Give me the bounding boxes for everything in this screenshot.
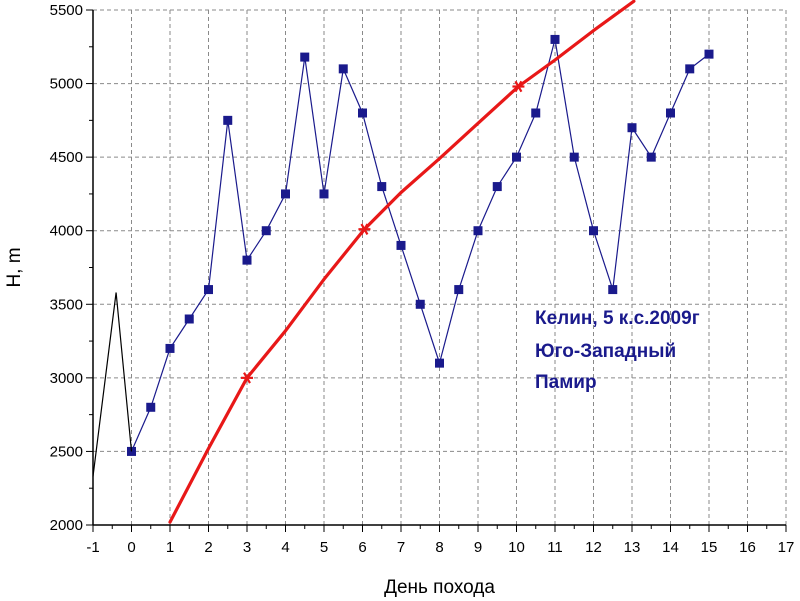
acclimatization-star-marker — [512, 80, 525, 93]
y-tick-label: 5000 — [50, 76, 83, 93]
y-tick-label: 4500 — [50, 149, 83, 166]
star-stroke — [243, 372, 251, 384]
annotation-line-2: Юго-Западный — [535, 341, 676, 362]
grid — [93, 9, 787, 525]
annotation: Келин, 5 к.с.2009г Юго-Западный Памир — [535, 308, 700, 393]
x-tick-label: 4 — [281, 539, 289, 556]
acclimatization-star-marker — [358, 223, 371, 235]
x-tick-label: 10 — [508, 539, 525, 556]
annotation-line-3: Памир — [535, 372, 597, 393]
x-tick-label: 3 — [243, 539, 251, 556]
ticks: -1 0 1 2 3 4 5 6 7 8 9 10 11 12 13 14 15 16 17200025003000… — [50, 2, 795, 556]
star-stroke — [360, 223, 369, 235]
star-stroke — [514, 80, 523, 93]
route-point — [146, 402, 156, 412]
route-point — [338, 64, 348, 74]
approach-line — [92, 292, 133, 477]
y-tick-label: 5500 — [50, 2, 83, 19]
x-tick-label: 12 — [585, 539, 602, 556]
route-point — [223, 115, 233, 125]
route-point — [492, 182, 502, 192]
x-tick-label: 7 — [397, 539, 405, 556]
route-point — [261, 226, 271, 236]
route-point — [435, 358, 444, 368]
route-point — [184, 314, 194, 324]
route-point — [512, 152, 521, 162]
acclimatization-curve — [168, 0, 636, 524]
route-point — [242, 255, 252, 265]
x-tick-label: 1 — [166, 539, 174, 556]
route-point — [127, 446, 136, 456]
route-point — [281, 189, 290, 199]
x-axis-title: День похода — [384, 577, 495, 598]
x-tick-label: 11 — [547, 539, 563, 556]
route-point — [377, 182, 387, 192]
x-tick-label: 2 — [204, 539, 212, 556]
route-point — [531, 108, 541, 118]
route-point — [300, 52, 310, 62]
x-tick-label: 13 — [624, 539, 641, 556]
x-tick-label: 14 — [662, 539, 679, 556]
y-axis-title: H, m — [4, 247, 25, 287]
route-point — [165, 343, 175, 353]
x-tick-label: 17 — [778, 539, 795, 556]
y-tick-label: 3500 — [50, 296, 83, 313]
route-point — [319, 189, 329, 199]
x-tick-label: 9 — [474, 539, 482, 556]
series — [92, 0, 714, 524]
route-point — [666, 108, 675, 118]
route-point — [204, 285, 213, 295]
route-point — [589, 226, 598, 236]
y-tick-label: 4000 — [50, 223, 83, 240]
route-line — [130, 39, 710, 452]
y-tick-label: 3000 — [50, 370, 83, 387]
route-point — [473, 226, 483, 236]
route-point — [550, 34, 560, 44]
y-tick-label: 2000 — [50, 517, 83, 534]
route-point — [627, 123, 637, 133]
route-point — [358, 108, 367, 118]
x-tick-label: -1 — [86, 539, 99, 556]
route-point — [608, 285, 618, 295]
x-tick-label: 5 — [320, 539, 328, 556]
route-point — [415, 299, 425, 309]
x-tick-label: 16 — [739, 539, 756, 556]
x-tick-label: 15 — [701, 539, 718, 556]
annotation-line-1: Келин, 5 к.с.2009г — [535, 308, 700, 329]
route-point — [396, 240, 406, 250]
route-point — [569, 152, 579, 162]
y-tick-label: 2500 — [50, 443, 83, 460]
x-tick-label: 6 — [358, 539, 366, 556]
acclimatization-star-marker — [241, 372, 253, 384]
x-tick-label: 8 — [435, 539, 443, 556]
route-point — [685, 64, 695, 74]
route-point — [646, 152, 656, 162]
route-point — [454, 285, 464, 295]
route-point — [704, 49, 714, 59]
x-tick-label: 0 — [127, 539, 135, 556]
